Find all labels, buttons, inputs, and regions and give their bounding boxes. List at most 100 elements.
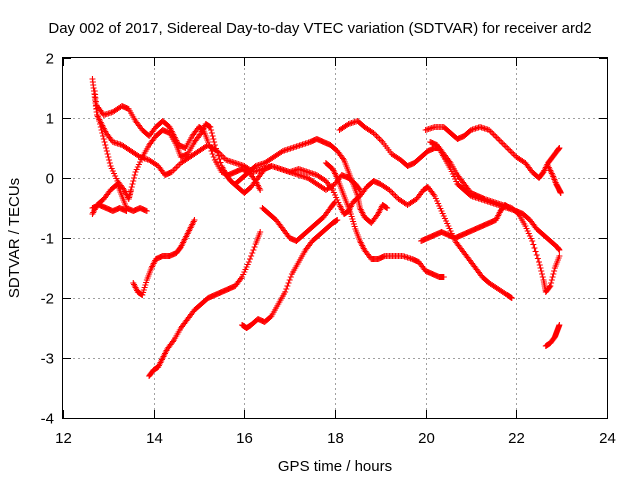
data-point (103, 148, 110, 154)
data-point (95, 115, 102, 121)
x-tick-label: 22 (508, 430, 525, 447)
data-point (207, 145, 214, 151)
data-point (102, 142, 109, 148)
data-point (249, 250, 256, 256)
data-point (546, 284, 553, 290)
data-point (332, 199, 338, 205)
data-point (536, 259, 542, 265)
data-point (378, 137, 385, 144)
y-tick-label: 0 (46, 171, 54, 188)
data-point (539, 274, 546, 280)
data-point (390, 191, 397, 198)
data-point (211, 142, 218, 148)
data-point (129, 181, 136, 187)
data-point (502, 143, 509, 150)
data-point (94, 112, 101, 118)
series-arc-d (89, 181, 150, 217)
data-point (534, 255, 541, 262)
data-point (96, 118, 103, 124)
data-point (375, 134, 382, 141)
x-tick-label: 24 (599, 430, 616, 447)
data-point (131, 172, 138, 178)
data-point (508, 149, 515, 156)
series-arc-f (130, 217, 198, 298)
data-point (214, 149, 221, 155)
series-arc-q (542, 322, 563, 349)
data-point (556, 253, 563, 259)
plot-frame (62, 57, 608, 419)
x-tick-label: 16 (236, 430, 253, 447)
data-point (173, 164, 180, 171)
data-point (285, 280, 292, 286)
data-point (490, 131, 497, 138)
data-point (128, 187, 134, 193)
data-point (284, 283, 291, 289)
data-point (207, 124, 214, 130)
y-tick-label: 1 (46, 111, 54, 128)
data-point (529, 238, 536, 244)
data-point (208, 130, 215, 136)
data-point (538, 268, 545, 274)
data-point (556, 322, 563, 328)
data-point (486, 127, 493, 133)
series-arc-j (232, 136, 391, 226)
data-point (384, 205, 391, 211)
data-point (334, 217, 341, 223)
data-point (556, 247, 563, 253)
data-point (100, 136, 107, 142)
series-arc-h (239, 217, 341, 331)
y-tick-label: 2 (46, 51, 54, 68)
x-tick-label: 12 (55, 430, 72, 447)
data-point (286, 277, 293, 283)
data-point (245, 259, 252, 265)
data-point (143, 208, 150, 214)
data-point (532, 248, 539, 255)
data-point (97, 124, 104, 130)
data-point (216, 156, 223, 162)
data-point (215, 152, 222, 159)
data-point (504, 145, 511, 151)
data-point (331, 200, 338, 206)
data-point (505, 146, 512, 153)
y-tick-label: -2 (41, 291, 54, 308)
y-axis-label: SDTVAR / TECUs (6, 178, 23, 298)
data-point (492, 133, 499, 139)
data-point (498, 139, 505, 145)
x-axis-label: GPS time / hours (278, 458, 392, 475)
data-point (556, 145, 563, 151)
data-point (493, 134, 500, 141)
data-point (103, 145, 110, 151)
data-point (283, 286, 290, 292)
data-point (210, 136, 217, 142)
data-point (248, 253, 255, 259)
data-point (536, 262, 543, 268)
data-point (501, 142, 508, 148)
data-point (496, 137, 503, 144)
x-tick-label: 18 (327, 430, 344, 447)
data-point (97, 121, 104, 127)
data-point (537, 265, 544, 271)
data-point (533, 252, 540, 258)
series-arc-o (418, 202, 513, 244)
data-point (373, 133, 380, 139)
series-arc-e (89, 202, 130, 214)
series-arc-c (94, 103, 264, 193)
data-point (131, 175, 138, 181)
x-tick-label: 20 (418, 430, 435, 447)
data-point (105, 154, 112, 160)
series-arc-p (545, 163, 564, 196)
data-point (548, 280, 555, 286)
data-point (547, 283, 554, 289)
data-point (106, 160, 113, 166)
data-point (489, 130, 496, 136)
data-point (247, 256, 253, 262)
series-arc-b (91, 88, 363, 202)
series-arc-i (259, 199, 338, 244)
data-point (101, 139, 108, 145)
data-point (104, 151, 111, 157)
data-point (98, 127, 105, 133)
data-point (250, 247, 257, 253)
data-point (356, 186, 363, 192)
